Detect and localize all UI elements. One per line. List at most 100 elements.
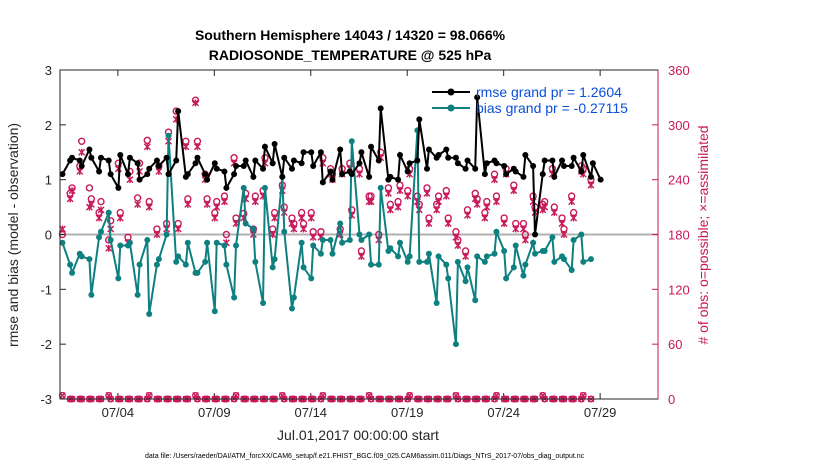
obs-assimilated-marker [541,203,549,211]
rmse-point [481,171,488,178]
obs-assimilated-marker [143,143,151,151]
obs-zero-assimilated-marker [493,392,500,399]
rmse-point [223,184,230,191]
rmse-point [107,171,114,178]
bias-point [423,258,430,265]
bias-point [474,253,481,260]
obs-assimilated-marker [500,220,508,228]
rmse-point [541,157,548,164]
obs-assimilated-marker [116,214,124,222]
rmse-point [327,168,334,175]
rmse-point [202,171,209,178]
obs-assimilated-marker [435,198,443,206]
obs-assimilated-marker [307,214,315,222]
rmse-point [165,171,172,178]
obs-assimilated-marker [213,203,221,211]
bias-point [443,261,450,268]
obs-assimilated-marker [423,189,431,197]
rmse-point [300,149,307,156]
bias-point [126,239,133,246]
rmse-point [144,171,151,178]
rmse-point [337,146,344,153]
obs-assimilated-marker [396,187,404,195]
bias-point [252,258,259,265]
bias-point [271,256,278,263]
bias-point [503,275,510,282]
bias-point [319,236,326,243]
obs-assimilated-marker [570,214,578,222]
bias-point [472,297,479,304]
bias-point [568,267,575,274]
rmse-point [462,165,469,172]
bias-point [501,247,508,254]
obs-zero-possible-marker [319,391,327,399]
obs-assimilated-marker [174,225,182,233]
obs-zero-possible-marker [365,391,373,399]
obs-assimilated-marker [425,220,433,228]
obs-zero-assimilated-marker [406,392,413,399]
x-tick-label: 07/09 [198,405,231,420]
bias-point [532,250,539,257]
rmse-point [396,151,403,158]
bias-point [551,258,558,265]
rmse-point [59,171,66,178]
rmse-point [153,157,160,164]
obs-zero-assimilated-marker [192,392,199,399]
obs-zero-assimilated-marker [59,392,66,399]
obs-possible-marker [222,230,231,239]
obs-zero-possible-marker [145,391,153,399]
bias-point [346,236,353,243]
rmse-point [570,154,577,161]
obs-assimilated-marker [97,206,105,214]
rmse-point [425,146,432,153]
rmse-point [503,171,510,178]
rmse-point [551,173,558,180]
obs-assimilated-marker [192,99,200,107]
obs-possible-marker [85,184,94,192]
y-left-tick-label: 2 [45,118,52,133]
rmse-point [560,162,567,169]
obs-assimilated-marker [492,198,500,206]
rmse-point [115,184,122,191]
rmse-point [252,157,259,164]
bias-point [462,278,469,285]
obs-assimilated-marker [481,214,489,222]
obs-zero-assimilated-marker [365,392,373,399]
obs-assimilated-marker [309,233,317,241]
rmse-point [310,162,317,169]
rmse-point [578,168,585,175]
obs-assimilated-marker [78,148,86,156]
bias-point [445,275,452,282]
chart-title-line-2: RADIOSONDE_TEMPERATURE @ 525 hPa [209,47,492,63]
bias-point [67,261,74,268]
obs-assimilated-marker [568,198,576,206]
obs-assimilated-marker [473,200,481,208]
y-right-tick-label: 0 [668,392,675,407]
rmse-point [445,154,452,161]
rmse-point [474,94,481,101]
rmse-point [240,162,247,169]
bias-point [223,261,230,268]
x-tick-label: 07/04 [102,405,135,420]
legend: rmse grand pr = 1.2604 bias grand pr = -… [432,84,628,116]
bias-point [69,269,76,276]
obs-assimilated-marker [145,203,153,211]
bias-point [522,261,529,268]
y-right-tick-label: 240 [668,173,690,188]
y-left-tick-label: -2 [40,337,52,352]
obs-zero-possible-marker [539,391,547,399]
rmse-point [339,171,346,178]
bias-point [240,184,247,191]
bias-point [560,256,567,263]
legend-bias-label: bias grand pr = -0.27115 [476,100,628,116]
bias-point [310,242,317,249]
obs-zero-assimilated-marker [319,392,327,399]
rmse-point [213,165,220,172]
obs-assimilated-marker [95,214,103,222]
bias-point [221,242,228,249]
obs-assimilated-marker [298,214,306,222]
rmse-point [443,146,450,153]
rmse-point [512,168,519,175]
obs-assimilated-marker [66,195,74,203]
obs-assimilated-marker [483,203,491,211]
